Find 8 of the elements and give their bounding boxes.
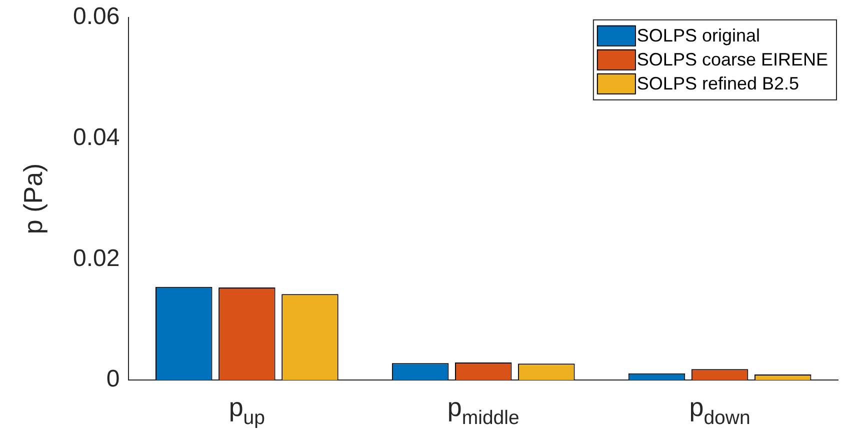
y-tick-label: 0.04 <box>72 124 120 151</box>
y-tick-label: 0.06 <box>72 3 120 30</box>
legend-label: SOLPS coarse EIRENE <box>636 49 828 70</box>
legend-label: SOLPS original <box>636 25 760 46</box>
y-tick-label: 0 <box>106 366 120 393</box>
legend-label: SOLPS refined B2.5 <box>636 73 800 94</box>
y-axis-title: p (Pa) <box>18 163 48 234</box>
y-tick-label: 0.02 <box>72 244 120 272</box>
